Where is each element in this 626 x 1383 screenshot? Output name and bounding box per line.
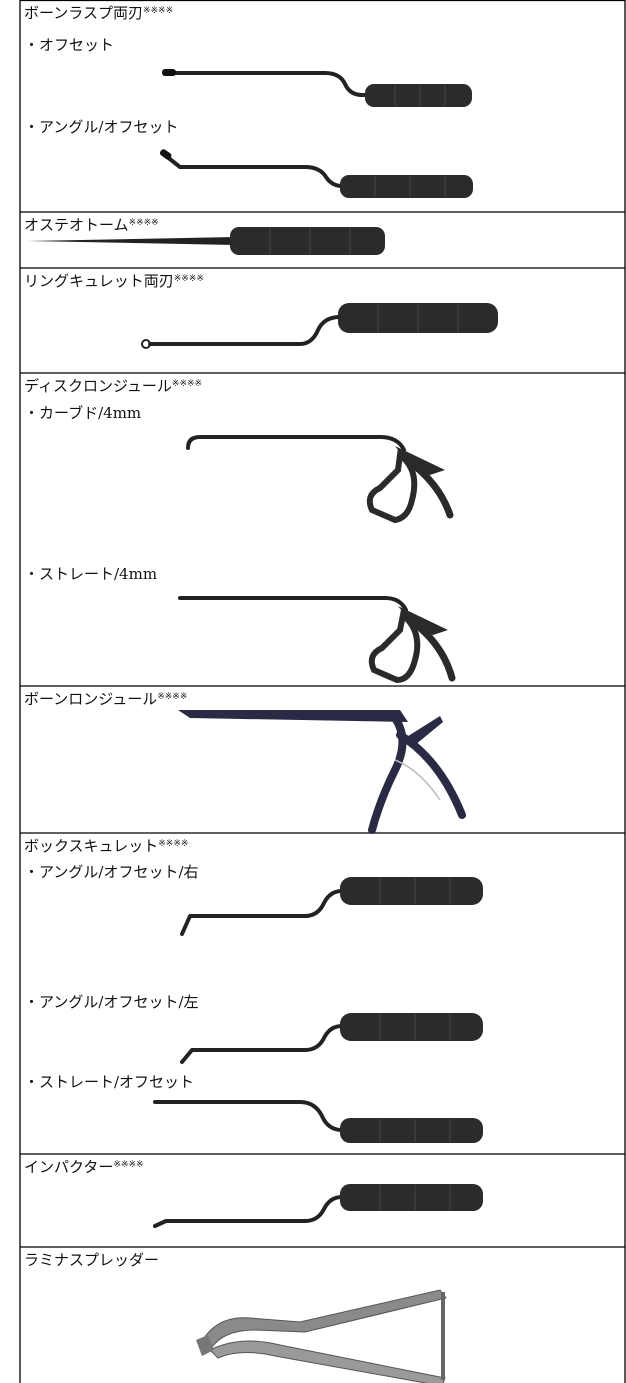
box-curette-right bbox=[180, 877, 483, 936]
row-title: ボックスキュレット※※※※ bbox=[24, 837, 188, 855]
note: ※※※※ bbox=[129, 218, 159, 228]
ring-curette bbox=[141, 303, 498, 349]
title: ボックスキュレット bbox=[24, 837, 158, 855]
row-title: ディスクロンジュール※※※※ bbox=[24, 377, 202, 395]
bone-rasp-offset bbox=[162, 69, 472, 107]
item: ・カーブド/4mm bbox=[24, 404, 141, 422]
row-title: ボーンロンジュール※※※※ bbox=[24, 690, 187, 708]
note: ※※※※ bbox=[157, 692, 187, 702]
disc-rongeur-straight bbox=[178, 596, 456, 684]
bone-rongeur bbox=[178, 710, 466, 834]
osteotome bbox=[28, 227, 385, 255]
item: ・アングル/オフセット/右 bbox=[24, 863, 199, 881]
item: ・ストレート/4mm bbox=[24, 565, 157, 583]
title: ボーンロンジュール bbox=[24, 690, 157, 708]
bone-rasp-angle bbox=[159, 149, 473, 198]
note: ※※※※ bbox=[143, 6, 173, 16]
note: ※※※※ bbox=[113, 1160, 143, 1170]
disc-rongeur-curved bbox=[186, 435, 454, 524]
box-curette-left bbox=[180, 1013, 483, 1064]
item: ・ストレート/オフセット bbox=[24, 1073, 194, 1091]
title: オステオトーム bbox=[24, 216, 129, 234]
item: ・アングル/オフセット/左 bbox=[24, 993, 199, 1011]
box-curette-straight bbox=[153, 1100, 483, 1143]
title: インパクター bbox=[24, 1158, 113, 1176]
row-title: ラミナスプレッダー bbox=[24, 1251, 159, 1269]
row-title: リングキュレット両刃※※※※ bbox=[24, 272, 204, 290]
note: ※※※※ bbox=[158, 839, 188, 849]
row-title: ボーンラスプ両刃※※※※ bbox=[24, 4, 173, 22]
impactor bbox=[153, 1184, 483, 1228]
table-lines bbox=[19, 0, 626, 1383]
note: ※※※※ bbox=[174, 274, 204, 284]
title: ディスクロンジュール bbox=[24, 377, 172, 395]
item: ・オフセット bbox=[24, 36, 114, 54]
item: ・アングル/オフセット bbox=[24, 118, 178, 136]
title: ボーンラスプ両刃 bbox=[24, 4, 143, 22]
row-title: オステオトーム※※※※ bbox=[24, 216, 159, 234]
title: リングキュレット両刃 bbox=[24, 272, 174, 290]
note: ※※※※ bbox=[172, 379, 202, 389]
row-title: インパクター※※※※ bbox=[24, 1158, 144, 1176]
title: ラミナスプレッダー bbox=[24, 1251, 159, 1269]
laminar-spreader bbox=[196, 1289, 447, 1383]
